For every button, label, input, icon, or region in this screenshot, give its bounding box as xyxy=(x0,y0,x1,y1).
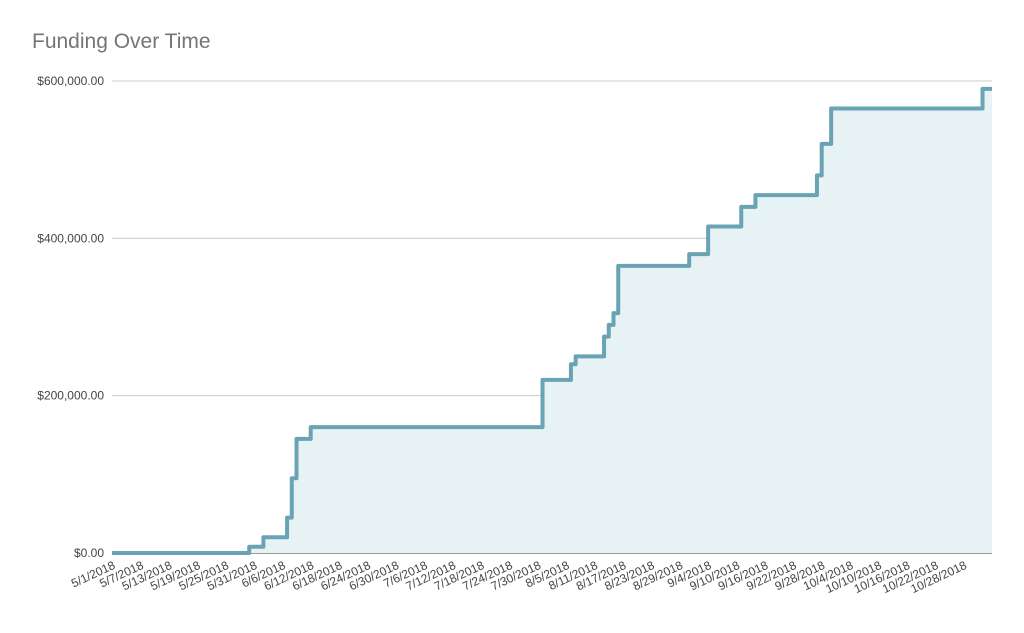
y-tick-label: $400,000.00 xyxy=(37,231,104,245)
area-layer xyxy=(112,86,992,555)
y-tick-label: $600,000.00 xyxy=(37,74,104,88)
x-axis-ticks: 5/1/20185/7/20185/13/20185/19/20185/25/2… xyxy=(69,558,969,596)
y-axis-ticks: $0.00 $200,000.00 $400,000.00 $600,000.00 xyxy=(37,74,104,560)
y-tick-label: $0.00 xyxy=(74,546,104,560)
series-area-fill xyxy=(112,88,992,553)
series-line xyxy=(112,86,992,555)
chart-title: Funding Over Time xyxy=(32,30,211,53)
y-tick-label: $200,000.00 xyxy=(37,389,104,403)
